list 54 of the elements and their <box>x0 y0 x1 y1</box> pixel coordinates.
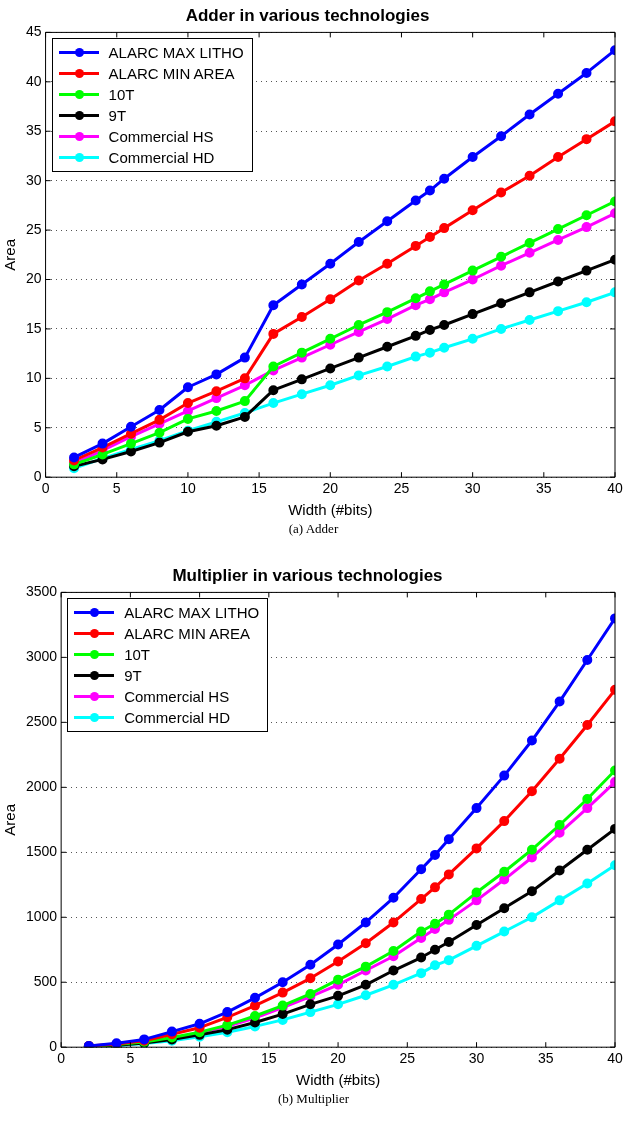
x-tick-label: 10 <box>191 1050 208 1067</box>
y-tick-label: 35 <box>25 122 42 139</box>
y-axis-title: Area <box>1 803 19 836</box>
y-tick-label: 0 <box>33 468 42 485</box>
legend-label: 9T <box>124 667 142 685</box>
legend-label: Commercial HD <box>108 149 215 167</box>
legend-label: 10T <box>124 646 150 664</box>
y-tick-label: 10 <box>25 369 42 386</box>
y-tick-label: 30 <box>25 171 42 188</box>
x-tick-label: 25 <box>399 1050 416 1067</box>
chart-title: Multiplier in various technologies <box>172 565 443 585</box>
text: (b) Multiplier <box>276 1090 351 1108</box>
x-axis-title: Width (#bits) <box>288 501 373 519</box>
chart-title: Adder in various technologies <box>185 5 430 25</box>
y-tick-label: 0 <box>49 1038 58 1055</box>
x-tick-label: 30 <box>468 1050 485 1067</box>
legend-label: Commercial HS <box>108 128 214 146</box>
y-tick-label: 45 <box>25 23 42 40</box>
y-tick-label: 3000 <box>25 648 58 665</box>
legend-label: 9T <box>108 107 127 125</box>
y-tick-label: 1000 <box>25 908 58 925</box>
y-tick-label: 2500 <box>25 713 58 730</box>
y-tick-label: 20 <box>25 270 42 287</box>
y-tick-label: 25 <box>25 220 42 237</box>
legend-label: ALARC MIN AREA <box>108 65 235 83</box>
x-tick-label: 35 <box>536 480 552 497</box>
x-tick-label: 5 <box>112 480 121 497</box>
y-tick-label: 5 <box>33 418 42 435</box>
x-tick-label: 40 <box>607 1050 623 1067</box>
x-tick-label: 20 <box>330 1050 347 1067</box>
x-tick-label: 30 <box>464 480 481 497</box>
y-tick-label: 3500 <box>25 583 58 600</box>
x-tick-label: 10 <box>180 480 196 497</box>
legend-label: 10T <box>108 86 135 104</box>
x-tick-label: 20 <box>322 480 339 497</box>
y-tick-label: 1500 <box>25 843 58 860</box>
x-tick-label: 25 <box>393 480 410 497</box>
y-axis-title: Area <box>1 238 19 271</box>
x-tick-label: 15 <box>251 480 268 497</box>
legend-label: ALARC MAX LITHO <box>108 44 244 62</box>
x-tick-label: 15 <box>261 1050 277 1067</box>
text: (a) Adder <box>287 520 340 538</box>
legend-label: Commercial HS <box>124 688 230 706</box>
x-tick-label: 35 <box>537 1050 554 1067</box>
legend-label: ALARC MAX LITHO <box>124 604 260 622</box>
x-axis-title: Width (#bits) <box>295 1071 381 1089</box>
legend-label: ALARC MIN AREA <box>124 625 251 643</box>
y-tick-label: 15 <box>25 319 42 336</box>
x-tick-label: 40 <box>607 480 623 497</box>
y-tick-label: 500 <box>33 973 58 990</box>
x-tick-label: 5 <box>126 1050 135 1067</box>
y-tick-label: 2000 <box>25 778 58 795</box>
legend-label: Commercial HD <box>124 709 230 727</box>
y-tick-label: 40 <box>25 72 42 89</box>
